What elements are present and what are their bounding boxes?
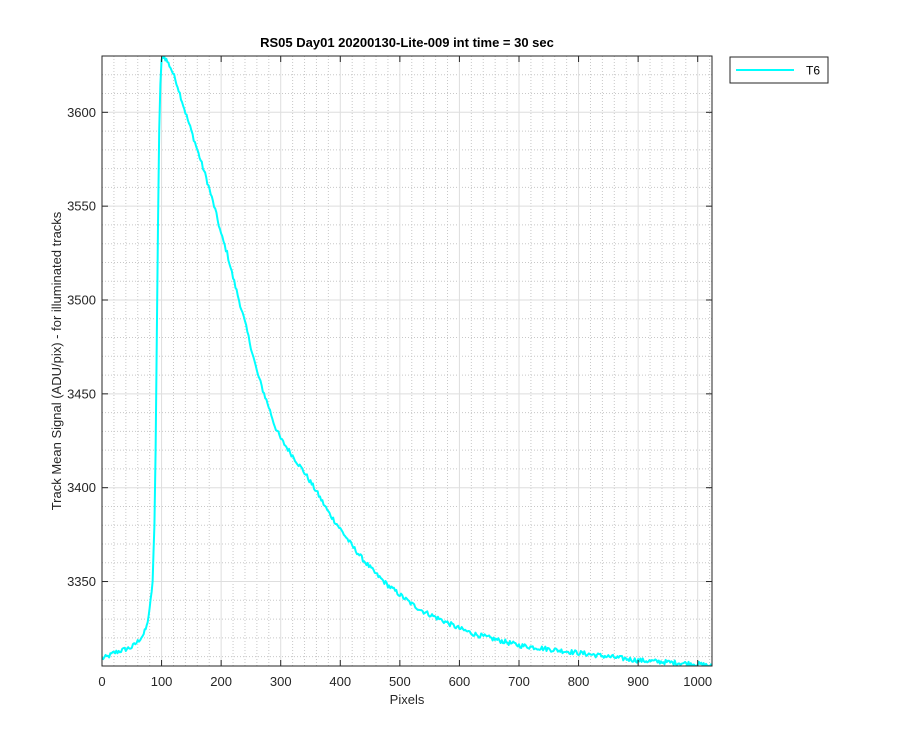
y-tick-labels: 3350 3400 3450 3500 3550 3600 xyxy=(67,105,96,589)
major-grid xyxy=(102,56,712,666)
y-tick-label: 3550 xyxy=(67,199,96,214)
x-tick-label: 500 xyxy=(389,674,411,689)
series-layer xyxy=(102,56,712,666)
x-tick-label: 900 xyxy=(627,674,649,689)
x-tick-labels: 0 100 200 300 400 500 600 700 800 900 1000 xyxy=(98,674,712,689)
legend-label-t6: T6 xyxy=(806,64,820,78)
plot-background xyxy=(102,56,712,666)
x-tick-label: 700 xyxy=(508,674,530,689)
ticks-layer xyxy=(101,56,712,666)
x-tick-label: 1000 xyxy=(683,674,712,689)
chart-title: RS05 Day01 20200130-Lite-009 int time = … xyxy=(260,35,554,50)
x-axis-label: Pixels xyxy=(390,692,425,707)
series-line-t6 xyxy=(102,56,712,666)
legend: T6 xyxy=(729,56,829,84)
y-tick-label: 3600 xyxy=(67,105,96,120)
x-tick-label: 100 xyxy=(151,674,173,689)
y-tick-label: 3450 xyxy=(67,386,96,401)
x-tick-label: 800 xyxy=(568,674,590,689)
y-tick-label: 3500 xyxy=(67,293,96,308)
y-tick-label: 3350 xyxy=(67,574,96,589)
plot-frame xyxy=(101,55,713,667)
x-tick-label: 300 xyxy=(270,674,292,689)
x-tick-label: 600 xyxy=(449,674,471,689)
y-axis-label: Track Mean Signal (ADU/pix) - for illumi… xyxy=(49,211,64,510)
x-tick-label: 400 xyxy=(329,674,351,689)
x-tick-label: 200 xyxy=(210,674,232,689)
y-tick-label: 3400 xyxy=(67,480,96,495)
x-tick-label: 0 xyxy=(98,674,105,689)
